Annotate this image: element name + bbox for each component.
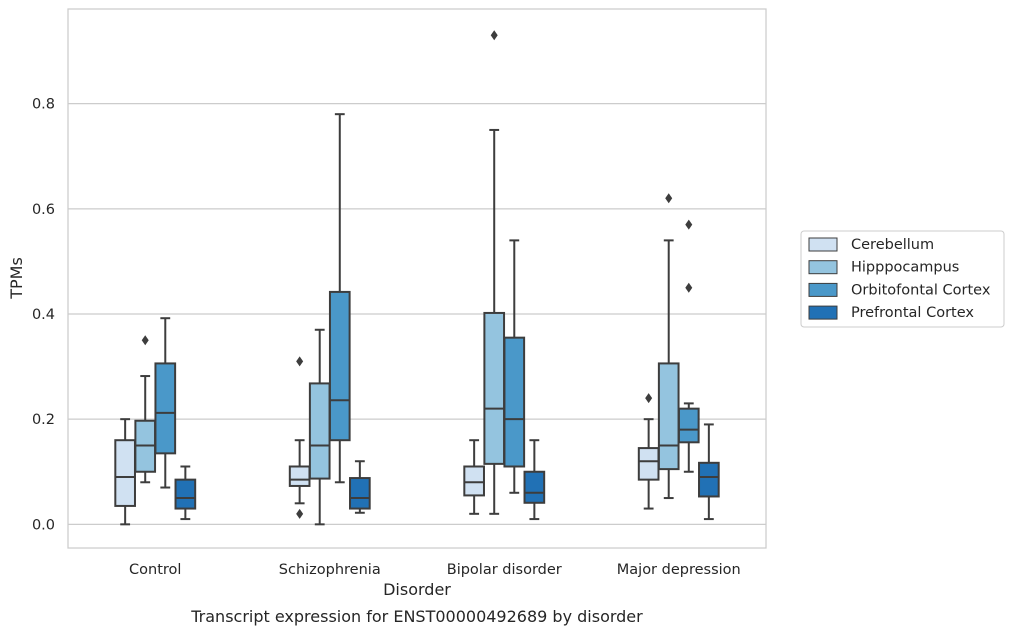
outlier-point [685, 282, 693, 293]
legend-swatch [808, 282, 838, 297]
box-2-2 [503, 239, 526, 494]
plot-frame [67, 8, 767, 549]
box-iqr [677, 407, 700, 444]
box-iqr [523, 470, 546, 504]
outlier-point [141, 335, 149, 346]
legend-label: Prefrontal Cortex [851, 305, 974, 321]
box-iqr [174, 478, 197, 510]
box-iqr [657, 362, 680, 471]
x-tick-label: Control [129, 562, 181, 578]
box-1-1 [308, 328, 331, 526]
legend-label: Orbitofontal Cortex [851, 282, 991, 298]
legend-swatch [808, 260, 838, 275]
y-tick-label: 0.8 [32, 97, 55, 113]
legend: Cerebellum Hipppocampus Orbitofontal Corte… [800, 230, 1005, 328]
box-iqr [503, 336, 526, 468]
y-tick-label: 0.0 [32, 517, 55, 533]
y-tick-label: 0.4 [32, 307, 55, 323]
boxes [114, 30, 720, 526]
x-axis-label: Disorder [383, 580, 451, 599]
outlier-point [645, 393, 653, 404]
legend-swatch [808, 305, 838, 320]
outlier-point [296, 508, 304, 519]
box-1-0 [134, 335, 157, 484]
box-iqr [463, 465, 485, 497]
box-2-1 [328, 113, 351, 484]
legend-swatch [808, 237, 838, 252]
legend-label: Hipppocampus [851, 260, 959, 276]
box-1-3 [657, 193, 680, 500]
box-0-1 [288, 356, 311, 519]
x-tick-labels: Control Schizophrenia Bipolar disorder Majo… [129, 562, 741, 578]
box-0-2 [463, 439, 485, 515]
box-2-3 [677, 219, 700, 473]
box-0-0 [114, 418, 136, 526]
box-0-3 [637, 393, 660, 510]
box-iqr [328, 290, 351, 442]
box-iqr [698, 461, 720, 498]
x-tick-label: Schizophrenia [279, 562, 381, 578]
box-iqr [483, 311, 506, 465]
box-iqr [349, 477, 371, 510]
box-iqr [114, 439, 136, 507]
box-1-2 [483, 30, 506, 515]
x-tick-label: Bipolar disorder [447, 562, 562, 578]
legend-label: Cerebellum [851, 237, 934, 253]
y-tick-label: 0.2 [32, 412, 55, 428]
box-iqr [154, 362, 177, 455]
box-iqr [288, 465, 311, 487]
outlier-point [665, 193, 673, 204]
box-iqr [637, 447, 660, 481]
outlier-point [296, 356, 304, 367]
y-tick-label: 0.6 [32, 202, 55, 218]
x-tick-label: Major depression [617, 562, 741, 578]
figure-caption: Transcript expression for ENST0000049268… [190, 607, 643, 626]
box-iqr [308, 382, 331, 480]
box-3-0 [174, 465, 197, 521]
y-tick-labels: 0.0 0.2 0.4 0.6 0.8 [32, 97, 55, 534]
outlier-point [490, 30, 498, 41]
box-2-0 [154, 317, 177, 489]
y-axis-label: TPMs [7, 257, 26, 300]
legend-frame [800, 230, 1005, 328]
outlier-point [685, 219, 693, 230]
box-3-3 [698, 423, 720, 521]
box-3-1 [349, 460, 371, 514]
box-3-2 [523, 439, 546, 521]
